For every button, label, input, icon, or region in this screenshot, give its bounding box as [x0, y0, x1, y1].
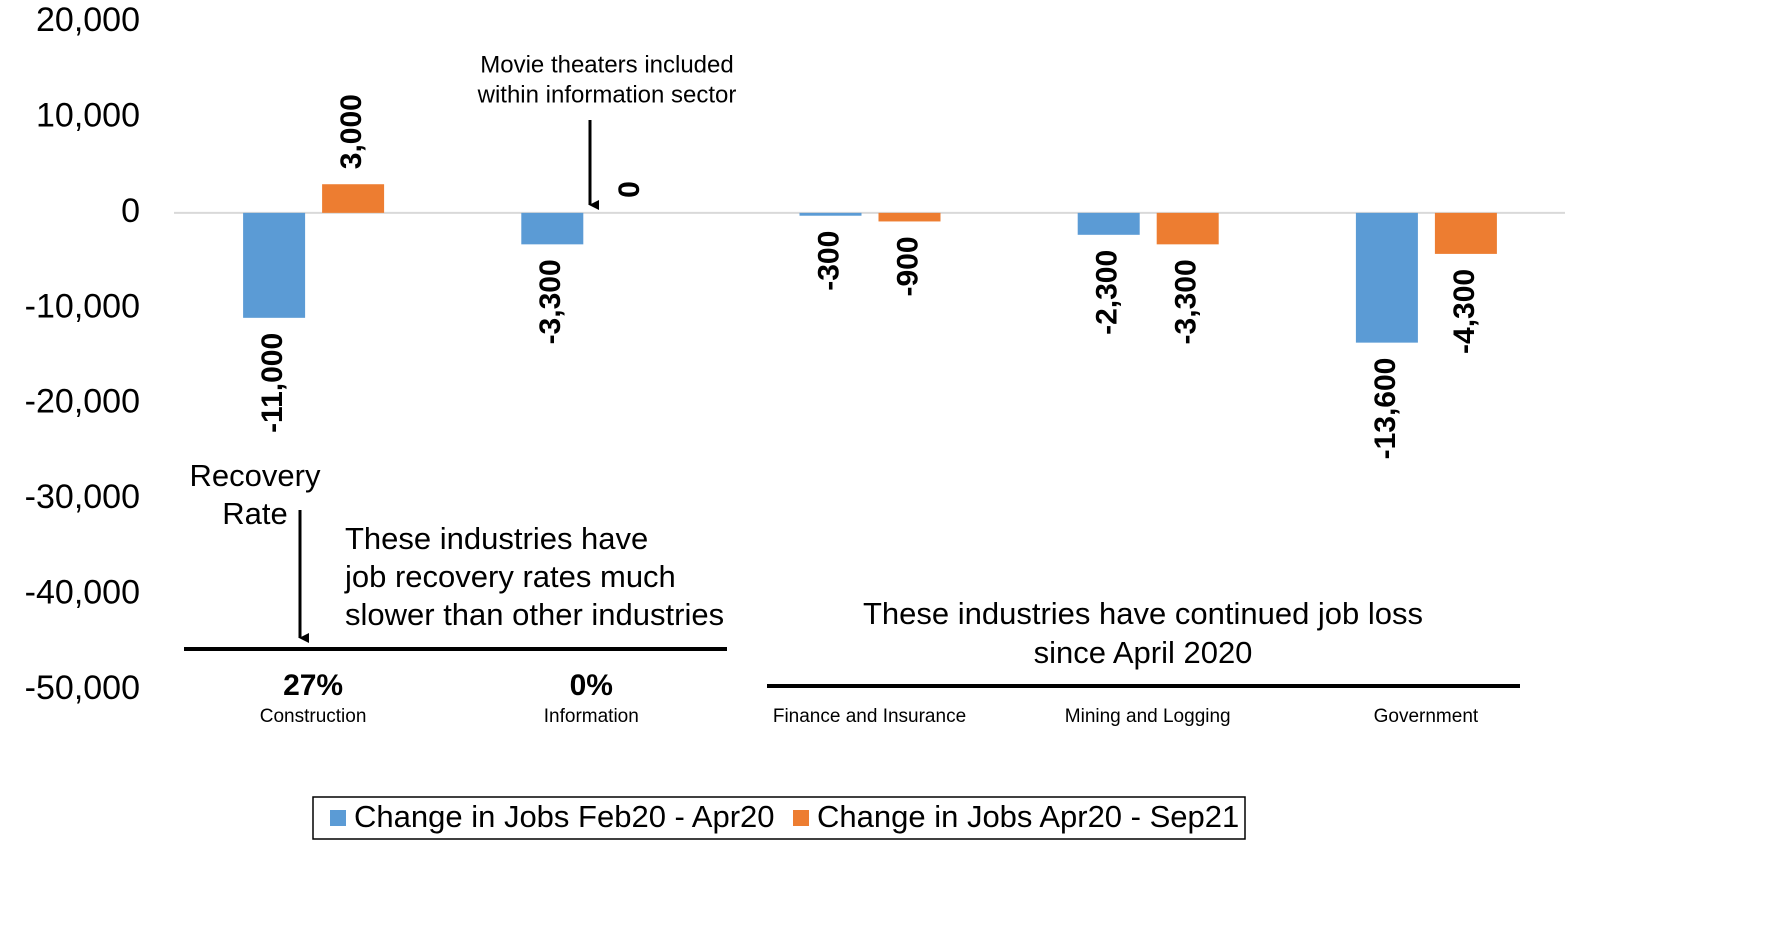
x-tick-label: Mining and Logging — [1065, 706, 1231, 727]
legend-swatch — [330, 810, 346, 826]
bar — [1077, 212, 1140, 235]
y-tick-label: -10,000 — [25, 287, 140, 325]
data-label: -3,300 — [534, 259, 567, 344]
x-tick-label: Government — [1374, 706, 1479, 727]
data-label: -3,300 — [1170, 259, 1203, 344]
x-tick-label: Finance and Insurance — [773, 706, 966, 727]
data-label: -11,000 — [256, 333, 289, 433]
bar — [878, 212, 941, 222]
annotation: within information sector — [477, 81, 737, 108]
y-tick-label: 0 — [121, 192, 140, 230]
data-label: -900 — [891, 236, 924, 296]
data-label: -4,300 — [1448, 269, 1481, 354]
annotation: Rate — [222, 496, 287, 531]
annotation: slower than other industries — [345, 597, 724, 632]
annotation: job recovery rates much — [344, 559, 676, 594]
annotation: These industries have — [345, 521, 648, 556]
data-label: -300 — [812, 231, 845, 291]
annotation: These industries have continued job loss — [863, 596, 1423, 631]
x-tick-label: Construction — [260, 706, 367, 727]
legend — [312, 796, 1246, 840]
recovery-rate: 0% — [570, 669, 613, 702]
y-tick-label: -40,000 — [25, 574, 140, 612]
annotation: Movie theaters included — [480, 51, 733, 78]
y-tick-label: -50,000 — [25, 669, 140, 707]
data-label: -13,600 — [1369, 358, 1402, 460]
bar — [799, 212, 862, 216]
legend-label: Change in Jobs Apr20 - Sep21 — [817, 799, 1239, 834]
bar — [1156, 212, 1219, 245]
data-label: 0 — [613, 181, 646, 198]
bar — [243, 212, 306, 318]
data-label: 3,000 — [335, 94, 368, 169]
bar — [322, 184, 385, 213]
legend-label: Change in Jobs Feb20 - Apr20 — [354, 799, 775, 834]
annotation: since April 2020 — [1034, 635, 1253, 670]
annotation: Recovery — [190, 458, 321, 493]
y-tick-label: -20,000 — [25, 383, 140, 421]
bar — [1355, 212, 1418, 343]
bar — [521, 212, 584, 245]
legend-swatch — [793, 810, 809, 826]
y-tick-label: 10,000 — [36, 96, 140, 134]
y-tick-label: -30,000 — [25, 478, 140, 516]
data-label: -2,300 — [1091, 250, 1124, 335]
x-tick-label: Information — [544, 706, 639, 727]
y-tick-label: 20,000 — [36, 1, 140, 39]
bar — [1434, 212, 1497, 254]
recovery-rate: 27% — [283, 669, 343, 702]
